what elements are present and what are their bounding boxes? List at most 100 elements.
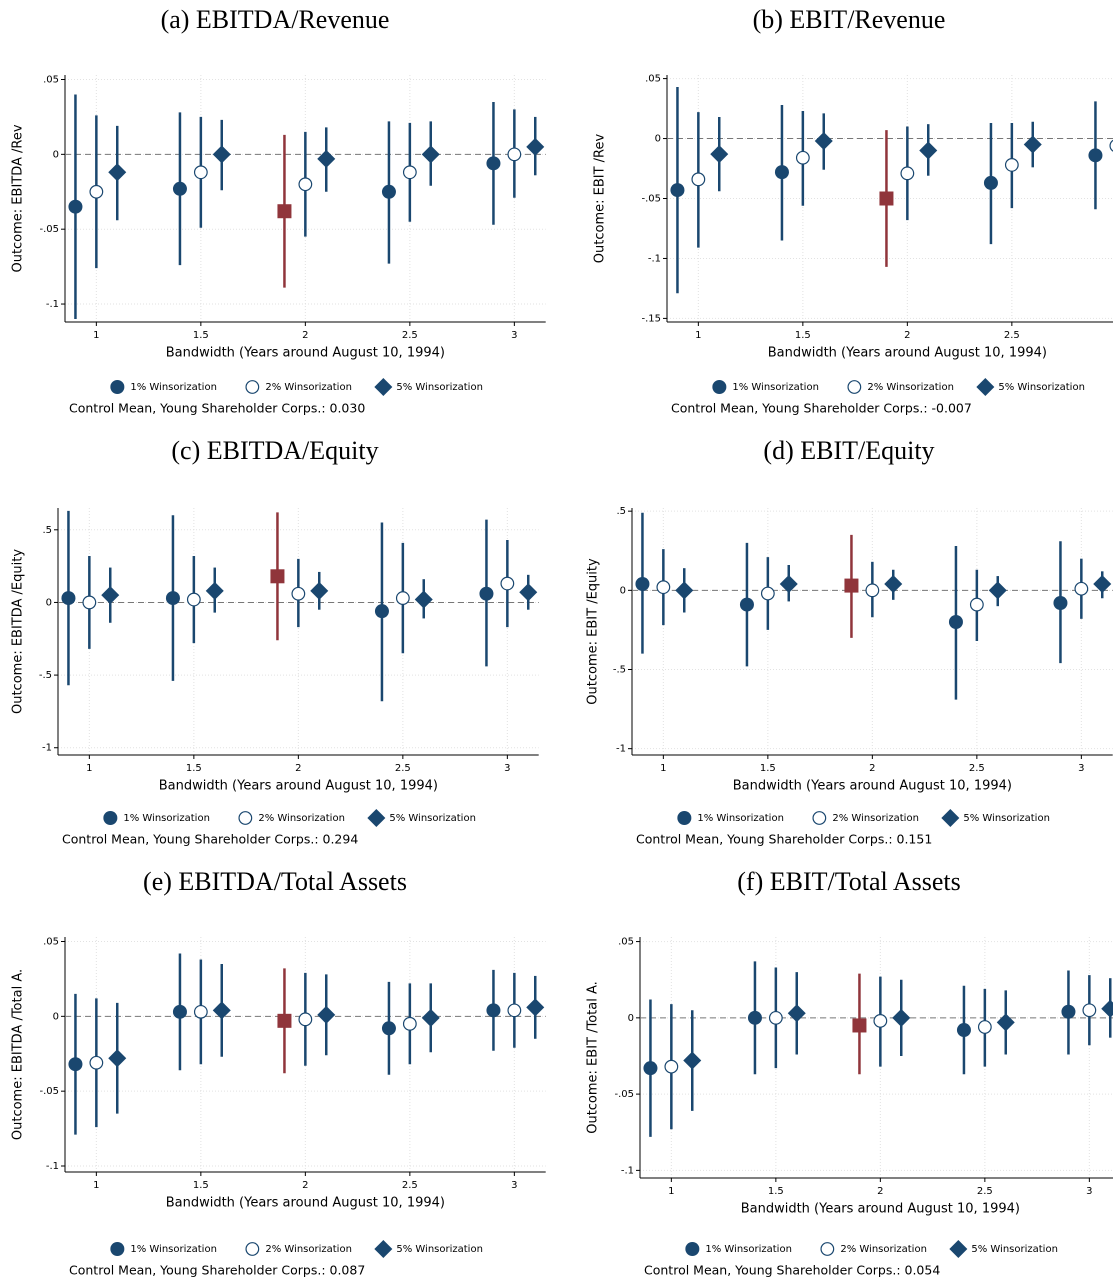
x-tick-label: 2	[904, 330, 910, 341]
marker-circle	[1061, 1004, 1076, 1019]
marker-diamond	[976, 378, 995, 396]
marker-diamond	[367, 809, 386, 827]
y-tick-label: -.1	[46, 299, 59, 310]
x-tick-label: 2.5	[977, 1186, 993, 1197]
legend-label: 1% Winsorization	[732, 382, 819, 393]
legend-label: 2% Winsorization	[265, 382, 352, 393]
marker-open-circle	[873, 1013, 888, 1028]
marker-open-circle	[245, 1242, 260, 1256]
y-axis-title: Outcome: EBIT /Total A.	[586, 981, 601, 1134]
x-tick-label: 1.5	[193, 330, 209, 341]
panel-title: (c) EBITDA/Equity	[171, 436, 378, 465]
marker-circle	[68, 1057, 83, 1072]
marker-circle	[172, 1004, 187, 1019]
marker-diamond	[317, 1005, 336, 1024]
panel-title: (b) EBIT/Revenue	[753, 5, 946, 34]
marker-diamond	[675, 581, 694, 600]
marker-open-circle	[186, 592, 201, 607]
marker-square	[844, 578, 859, 593]
marker-diamond	[710, 145, 729, 164]
y-tick-label: -1	[616, 744, 626, 755]
marker-open-circle	[193, 1004, 208, 1019]
x-tick-label: 2.5	[1004, 330, 1020, 341]
legend-label: 5% Winsorization	[396, 382, 483, 393]
marker-circle	[165, 591, 180, 606]
legend-label: 2% Winsorization	[832, 813, 919, 824]
marker-circle	[103, 811, 118, 825]
marker-open-circle	[768, 1010, 783, 1025]
marker-open-circle	[760, 586, 775, 601]
marker-open-circle	[402, 165, 417, 180]
x-tick-label: 3	[504, 763, 510, 774]
panel-title: (d) EBIT/Equity	[763, 436, 934, 465]
marker-diamond	[317, 149, 336, 168]
marker-diamond	[941, 809, 960, 827]
marker-square	[852, 1018, 867, 1033]
legend-label: 5% Winsorization	[971, 1244, 1058, 1255]
x-axis-title: Bandwidth (Years around August 10, 1994)	[166, 346, 445, 361]
marker-open-circle	[395, 591, 410, 605]
y-tick-label: 0	[620, 585, 626, 596]
legend-label: 1% Winsorization	[697, 813, 784, 824]
marker-open-circle	[664, 1059, 679, 1074]
marker-diamond	[414, 590, 433, 609]
marker-circle	[739, 597, 754, 612]
marker-diamond	[884, 575, 903, 593]
panel: (a) EBITDA/Revenue .05 0 -.05 -.1 1 1.5 2 2.5 3 Ba…	[11, 5, 546, 416]
panel-title: (e) EBITDA/Total Assets	[143, 867, 407, 896]
y-tick-label: -.05	[39, 224, 59, 235]
y-tick-label: .05	[43, 74, 59, 85]
marker-diamond	[108, 163, 127, 182]
marker-diamond	[814, 131, 833, 150]
marker-diamond	[519, 583, 538, 602]
marker-open-circle	[89, 1055, 104, 1070]
marker-open-circle	[500, 576, 515, 591]
x-tick-label: 2.5	[402, 330, 418, 341]
legend-label: 1% Winsorization	[130, 1244, 217, 1255]
legend-label: 2% Winsorization	[265, 1244, 352, 1255]
x-tick-label: 2.5	[969, 763, 985, 774]
x-tick-label: 3	[1086, 1186, 1092, 1197]
marker-circle	[643, 1061, 658, 1076]
marker-open-circle	[89, 184, 104, 199]
y-tick-label: -.1	[621, 1165, 634, 1176]
panel-title: (f) EBIT/Total Assets	[737, 867, 960, 896]
x-tick-label: 1.5	[768, 1186, 784, 1197]
marker-circle	[172, 181, 187, 196]
marker-diamond	[374, 378, 393, 396]
marker-circle	[670, 183, 685, 198]
marker-square	[879, 191, 894, 206]
legend-label: 5% Winsorization	[396, 1244, 483, 1255]
marker-square	[277, 204, 292, 219]
marker-open-circle	[82, 595, 97, 610]
marker-diamond	[1023, 135, 1042, 154]
y-tick-label: -.15	[641, 313, 661, 324]
x-tick-label: 1	[668, 1186, 674, 1197]
marker-diamond	[101, 586, 120, 605]
y-tick-label: -.05	[39, 1086, 59, 1097]
note: Control Mean, Young Shareholder Corps.: …	[69, 401, 365, 416]
marker-open-circle	[969, 597, 984, 612]
panel: (d) EBIT/Equity .5 0 -.5 -1 1 1.5 2 2.5 3 Bandwidt…	[586, 436, 1113, 847]
marker-open-circle	[245, 380, 260, 394]
y-tick-label: .5	[616, 506, 626, 517]
marker-circle	[712, 380, 727, 394]
x-tick-label: 3	[511, 330, 517, 341]
marker-open-circle	[193, 165, 208, 180]
marker-open-circle	[402, 1016, 417, 1031]
legend-label: 5% Winsorization	[389, 813, 476, 824]
y-tick-label: .05	[618, 937, 634, 948]
marker-diamond	[212, 1001, 231, 1020]
marker-diamond	[421, 1008, 440, 1027]
x-tick-label: 2.5	[395, 763, 411, 774]
x-tick-label: 1	[660, 763, 666, 774]
y-tick-label: .5	[42, 525, 52, 536]
x-axis-title: Bandwidth (Years around August 10, 1994)	[159, 779, 438, 794]
marker-open-circle	[691, 172, 706, 187]
marker-diamond	[919, 141, 938, 160]
marker-diamond	[949, 1240, 968, 1258]
x-axis-title: Bandwidth (Years around August 10, 1994)	[733, 779, 1012, 794]
x-axis-title: Bandwidth (Years around August 10, 1994)	[768, 346, 1047, 361]
marker-diamond	[779, 575, 798, 593]
note: Control Mean, Young Shareholder Corps.: …	[636, 832, 932, 847]
